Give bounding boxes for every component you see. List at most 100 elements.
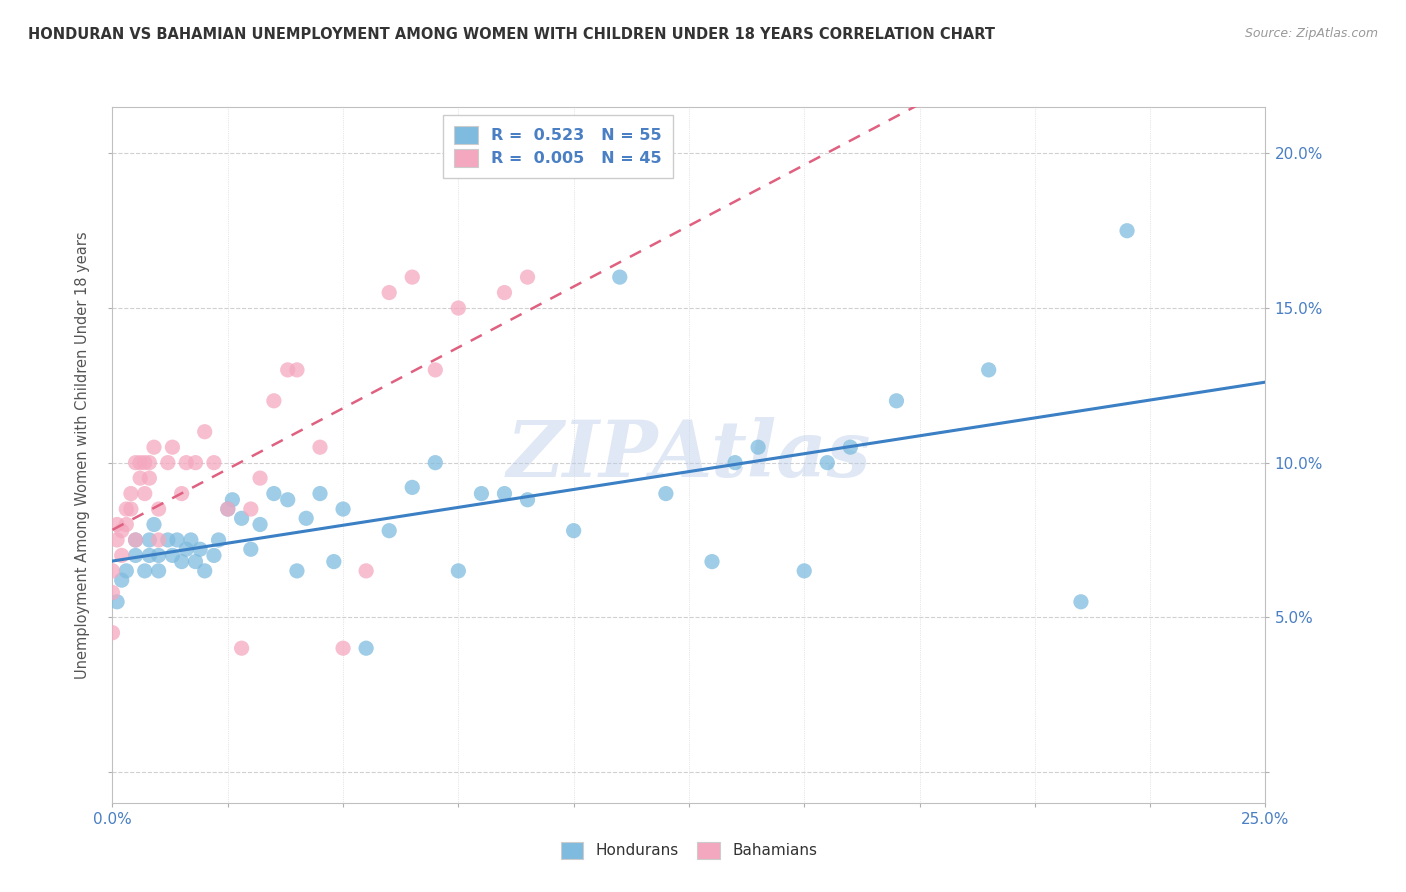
Point (239, 502, 262, 516)
Point (231, 511, 253, 525)
Point (839, 440, 862, 454)
Point (115, 502, 138, 516)
Point (180, 533, 202, 547)
Point (101, 585, 124, 599)
Point (886, 393, 908, 408)
Point (332, 502, 354, 516)
Point (263, 393, 285, 408)
Point (309, 486, 332, 500)
Point (322, 555, 344, 569)
Point (516, 492, 538, 507)
Point (815, 456, 838, 470)
Point (309, 440, 332, 454)
Point (166, 533, 188, 547)
Point (1116, 224, 1139, 238)
Point (124, 549, 146, 563)
Point (156, 533, 179, 547)
Point (793, 564, 815, 578)
Point (138, 549, 160, 563)
Point (156, 456, 179, 470)
Point (184, 555, 207, 569)
Point (724, 456, 747, 470)
Point (143, 440, 166, 454)
Point (609, 270, 631, 285)
Point (111, 524, 134, 538)
Point (124, 456, 146, 470)
Point (221, 492, 243, 507)
Point (148, 533, 170, 547)
Point (470, 486, 492, 500)
Legend: Hondurans, Bahamians: Hondurans, Bahamians (554, 836, 824, 864)
Point (124, 533, 146, 547)
Point (747, 440, 769, 454)
Point (401, 480, 423, 494)
Point (111, 573, 134, 587)
Point (977, 363, 1000, 377)
Point (174, 542, 197, 557)
Point (120, 502, 142, 516)
Point (148, 549, 170, 563)
Point (120, 486, 142, 500)
Point (231, 641, 253, 656)
Point (101, 625, 124, 640)
Point (202, 549, 225, 563)
Point (207, 533, 229, 547)
Text: Source: ZipAtlas.com: Source: ZipAtlas.com (1244, 27, 1378, 40)
Point (162, 440, 184, 454)
Point (134, 486, 156, 500)
Point (184, 456, 207, 470)
Point (170, 555, 193, 569)
Point (378, 524, 401, 538)
Point (285, 363, 308, 377)
Text: ZIPAtlas: ZIPAtlas (506, 417, 872, 493)
Y-axis label: Unemployment Among Women with Children Under 18 years: Unemployment Among Women with Children U… (75, 231, 90, 679)
Point (111, 549, 134, 563)
Point (516, 270, 538, 285)
Text: HONDURAN VS BAHAMIAN UNEMPLOYMENT AMONG WOMEN WITH CHILDREN UNDER 18 YEARS CORRE: HONDURAN VS BAHAMIAN UNEMPLOYMENT AMONG … (28, 27, 995, 42)
Point (129, 456, 152, 470)
Point (115, 517, 138, 532)
Point (115, 564, 138, 578)
Point (700, 555, 723, 569)
Point (354, 564, 377, 578)
Point (138, 533, 160, 547)
Point (134, 456, 156, 470)
Point (354, 641, 377, 656)
Point (494, 285, 516, 300)
Point (285, 564, 308, 578)
Point (202, 456, 225, 470)
Point (217, 502, 239, 516)
Point (170, 486, 193, 500)
Point (105, 533, 128, 547)
Point (194, 564, 217, 578)
Point (263, 486, 285, 500)
Point (249, 471, 271, 485)
Point (277, 492, 299, 507)
Point (425, 456, 447, 470)
Point (148, 564, 170, 578)
Point (162, 549, 184, 563)
Point (143, 517, 166, 532)
Point (277, 363, 299, 377)
Point (447, 301, 470, 315)
Point (105, 517, 128, 532)
Point (378, 285, 401, 300)
Point (217, 502, 239, 516)
Point (447, 564, 470, 578)
Point (239, 542, 262, 557)
Point (494, 486, 516, 500)
Point (105, 595, 128, 609)
Point (188, 542, 211, 557)
Point (138, 471, 160, 485)
Point (562, 524, 585, 538)
Point (124, 533, 146, 547)
Point (134, 564, 156, 578)
Point (129, 471, 152, 485)
Point (655, 486, 678, 500)
Point (295, 511, 318, 525)
Point (101, 564, 124, 578)
Point (249, 517, 271, 532)
Point (1070, 595, 1092, 609)
Point (332, 641, 354, 656)
Point (148, 502, 170, 516)
